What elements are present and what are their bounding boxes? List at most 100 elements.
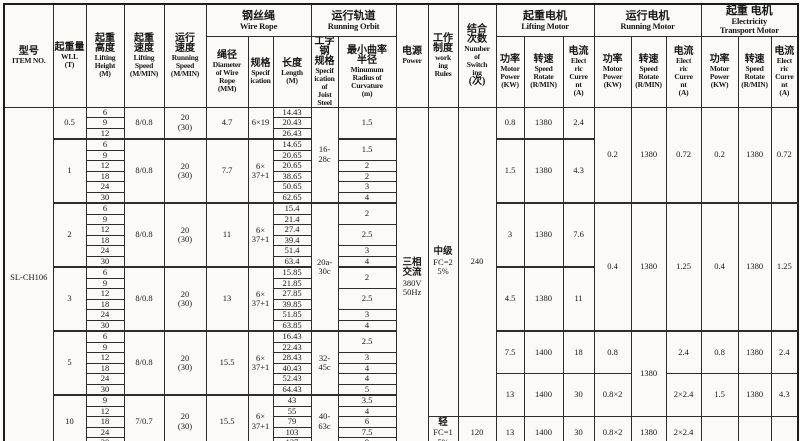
running-motor-power-cell: 0.8×2	[593, 373, 632, 417]
cell-text-line: 37+1	[251, 234, 270, 244]
wll-cell: 10	[52, 394, 87, 441]
cell-text-line: Motor	[500, 63, 520, 73]
cell-text-line: 运行轨道	[331, 9, 376, 22]
running-motor-speed-cell: 1380	[630, 416, 667, 441]
running-motor-power-cell: 0.8×2	[593, 416, 632, 441]
cell-text-line: 绳径	[217, 49, 237, 61]
min-radius-cell: 7.5	[337, 426, 397, 438]
table-row: 5 6 8/0.8 20 (30) 15.5 6× 37+1 16.43 32- 45c 2.5 7.5…	[4, 330, 799, 417]
cell-text-line: ric	[679, 63, 688, 73]
cell-text-line: 20	[180, 288, 190, 299]
cell-text-line: ing	[472, 67, 482, 77]
joist-spec-cell: 20a- 30c	[310, 202, 339, 332]
cell-text-line: 13	[505, 389, 515, 400]
wire-spec-cell: 6× 37+1	[247, 138, 274, 204]
cell-text-line: 24	[100, 181, 110, 191]
cell-text-line: 起重	[134, 32, 154, 44]
header-wire-diameter: 绳径 Diameter of Wire Rope (MM)	[205, 35, 249, 108]
cell-text-line: 30	[574, 389, 583, 400]
lifting-height-cell: 6	[85, 266, 125, 279]
cell-text-line: 8/0.8	[135, 229, 153, 240]
cell-text-line: 1380	[535, 165, 553, 176]
cell-text-line: 15.5	[219, 416, 235, 426]
cell-text-line: 7.6	[573, 229, 584, 240]
cell-text-line: 6×	[255, 224, 266, 235]
cell-text-line: 20	[180, 411, 190, 422]
cell-text-line: 交流	[402, 268, 422, 278]
min-radius-cell: 3	[337, 352, 397, 364]
lifting-motor-current-cell: 4.3	[562, 138, 595, 204]
header-power: 电源 Power	[395, 3, 429, 108]
lifting-height-cell: 6	[85, 106, 125, 118]
header-transport-motor-group: 起重 电机 Electricity Transport Motor	[700, 3, 799, 37]
cell-text-line: 51.4	[284, 245, 300, 255]
item-no-cell: SL-CH106	[3, 106, 54, 441]
cell-text-line: 4.7	[221, 117, 233, 127]
cell-text-line: 3	[364, 181, 370, 191]
lifting-height-cell: 30	[85, 383, 125, 396]
cell-text-line: 30	[100, 192, 110, 202]
running-motor-power-cell: 0.2	[593, 106, 632, 204]
cell-text-line: 55	[287, 406, 297, 416]
wire-length-cell: 27.85	[272, 288, 312, 300]
lifting-motor-speed-cell: 1380	[523, 202, 564, 268]
lifting-height-cell: 30	[85, 437, 125, 441]
cell-text-line: 2.5	[361, 229, 373, 240]
running-motor-power-cell: 0.4	[593, 202, 632, 332]
wire-length-cell: 39.4	[272, 234, 312, 246]
running-motor-current-cell: 2.4	[665, 330, 702, 374]
lifting-height-cell: 18	[85, 362, 125, 374]
min-radius-cell: 4	[337, 373, 397, 385]
cell-text-line: 16.43	[282, 331, 302, 341]
cell-text-line: 0.2	[714, 149, 725, 159]
lifting-height-cell: 30	[85, 255, 125, 268]
cell-text-line: 1.25	[676, 261, 691, 272]
cell-text-line: 1.5	[361, 117, 373, 127]
cell-text-line: 21.85	[282, 278, 302, 288]
transport-motor-power-cell: 1.5	[700, 373, 739, 417]
wire-diameter-cell: 4.7	[205, 106, 249, 140]
cell-text-line: Lifting	[94, 52, 116, 62]
cell-text-line: 50Hz	[402, 287, 422, 297]
cell-text-line: (R/MIN)	[635, 79, 662, 89]
work-rules-cell: 轻FC=15%	[427, 416, 459, 441]
lifting-motor-speed-cell: 1380	[523, 138, 564, 204]
lifting-motor-speed-cell: 1400	[523, 416, 564, 441]
cell-text-line: (30)	[177, 298, 193, 308]
cell-text-line: 5	[67, 357, 72, 368]
cell-text-line: (A)	[779, 87, 790, 97]
cell-text-line: (MM)	[217, 83, 237, 93]
table-row: 30 63.85 4	[4, 319, 798, 332]
header-lifting-height: 起重 高度 Lifting Height (M)	[85, 3, 125, 108]
cell-text-line: 18	[100, 235, 110, 245]
cell-text-line: 63.4	[284, 256, 300, 266]
min-radius-cell: 2	[337, 170, 397, 182]
lifting-height-cell: 9	[85, 117, 125, 129]
min-radius-cell: 4	[337, 319, 397, 332]
cell-text-line: 2	[364, 208, 370, 219]
table-row: 18 38.65 2	[4, 170, 798, 182]
cell-text-line: 24	[100, 309, 110, 319]
transport-motor-power-cell: 0.4	[700, 202, 739, 332]
transport-motor-current-cell: 4.3	[770, 373, 799, 417]
cell-text-line: (次)	[468, 75, 486, 87]
wire-spec-cell: 6× 37+1	[247, 202, 274, 268]
cell-text-line: 轻	[438, 417, 448, 428]
cell-text-line: 2.4	[779, 346, 790, 357]
cell-text-line: 长度	[282, 57, 303, 69]
cell-text-line: 0.72	[776, 149, 792, 159]
cell-text-line: 5%	[429, 437, 457, 441]
wire-spec-cell: 6× 37+1	[247, 394, 274, 441]
cell-text-line: 1380	[535, 117, 553, 127]
cell-text-line: of	[321, 81, 328, 91]
lifting-height-cell: 6	[85, 138, 125, 151]
cell-text-line: 0.8	[607, 346, 618, 357]
cell-text-line: (T)	[64, 59, 75, 69]
min-radius-cell: 3	[337, 245, 397, 257]
cell-text-line: 38.65	[282, 171, 302, 181]
cell-text-line: 9	[102, 150, 108, 160]
cell-text-line: 9	[102, 214, 108, 224]
min-radius-cell: 2.5	[337, 330, 397, 353]
cell-text-line: 15.5	[219, 357, 235, 368]
lifting-height-cell: 6	[85, 202, 125, 215]
